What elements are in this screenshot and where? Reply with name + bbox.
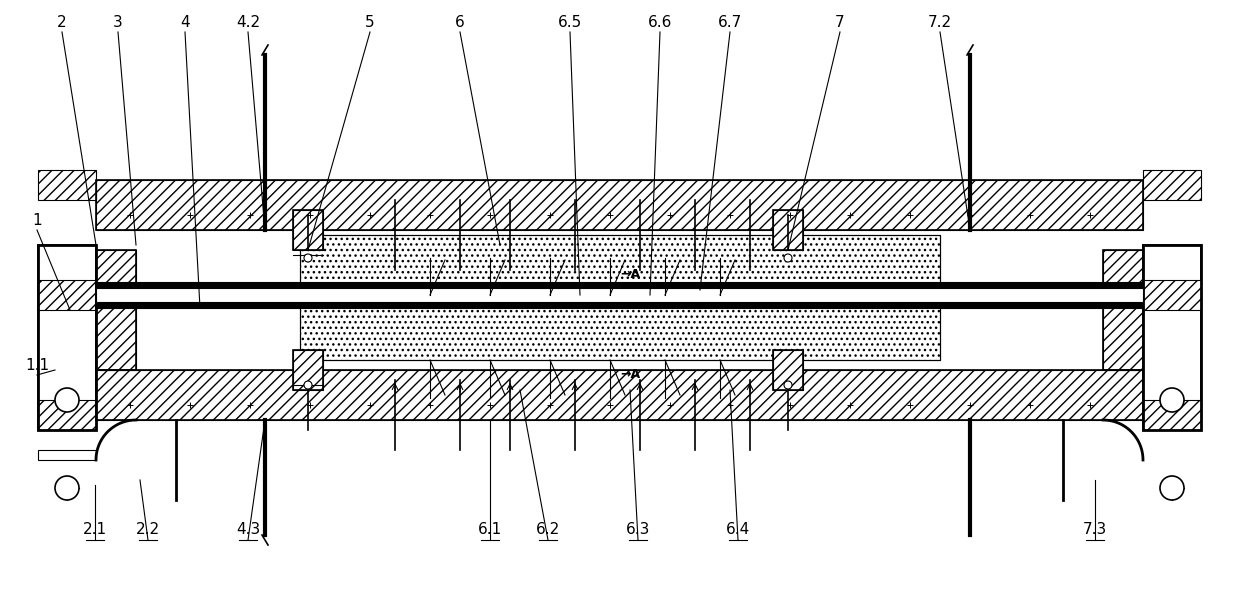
Bar <box>1144 245 1201 430</box>
Bar <box>95 370 1144 420</box>
Text: 1: 1 <box>32 213 42 227</box>
Text: 6.4: 6.4 <box>726 522 750 538</box>
Text: 6.7: 6.7 <box>717 15 742 29</box>
Bar <box>95 250 136 370</box>
Text: 4: 4 <box>180 15 190 29</box>
Bar <box>38 170 95 200</box>
Bar <box>38 280 95 310</box>
Circle shape <box>784 381 792 389</box>
Text: 6.3: 6.3 <box>626 522 650 538</box>
Bar <box>95 288 1144 302</box>
Text: 1.1: 1.1 <box>25 358 50 372</box>
Bar <box>292 210 323 250</box>
Text: 7.2: 7.2 <box>928 15 952 29</box>
Text: 6.6: 6.6 <box>648 15 673 29</box>
Bar <box>95 180 1144 230</box>
Bar <box>773 210 803 250</box>
Text: →A: →A <box>620 368 641 381</box>
Bar <box>773 210 803 250</box>
Text: 4.3: 4.3 <box>235 522 260 538</box>
Bar <box>292 210 323 250</box>
Text: 6.1: 6.1 <box>478 522 502 538</box>
Text: 2.2: 2.2 <box>136 522 160 538</box>
Bar <box>1144 400 1201 430</box>
Text: 7.3: 7.3 <box>1083 522 1108 538</box>
Bar <box>38 245 95 430</box>
Bar <box>38 450 95 460</box>
Circle shape <box>784 254 792 262</box>
Text: 3: 3 <box>113 15 123 29</box>
Text: 5: 5 <box>366 15 375 29</box>
Bar <box>292 350 323 390</box>
Circle shape <box>1160 388 1184 412</box>
Circle shape <box>55 388 79 412</box>
Bar <box>95 250 136 370</box>
Text: 2: 2 <box>57 15 67 29</box>
Bar <box>300 300 940 360</box>
Bar <box>292 350 323 390</box>
Bar <box>1103 250 1144 370</box>
Bar <box>95 282 1144 308</box>
Bar <box>1144 170 1201 200</box>
Text: 2.1: 2.1 <box>83 522 107 538</box>
Text: 6.2: 6.2 <box>536 522 560 538</box>
Bar <box>95 180 1144 230</box>
Text: 4.2: 4.2 <box>235 15 260 29</box>
Text: →A: →A <box>620 268 641 281</box>
Bar <box>1103 250 1144 370</box>
Circle shape <box>304 254 312 262</box>
Text: 6: 6 <box>455 15 465 29</box>
Circle shape <box>1160 476 1184 500</box>
Bar <box>773 350 803 390</box>
Bar <box>38 245 95 430</box>
Bar <box>38 400 95 430</box>
Bar <box>300 300 940 360</box>
Bar <box>95 288 1144 302</box>
Bar <box>300 235 940 295</box>
Bar <box>773 350 803 390</box>
Bar <box>300 235 940 295</box>
Circle shape <box>304 381 312 389</box>
Bar <box>95 370 1144 420</box>
Circle shape <box>55 476 79 500</box>
Text: 7: 7 <box>835 15 845 29</box>
Text: 6.5: 6.5 <box>558 15 582 29</box>
Bar <box>1144 280 1201 310</box>
Bar <box>1144 245 1201 430</box>
